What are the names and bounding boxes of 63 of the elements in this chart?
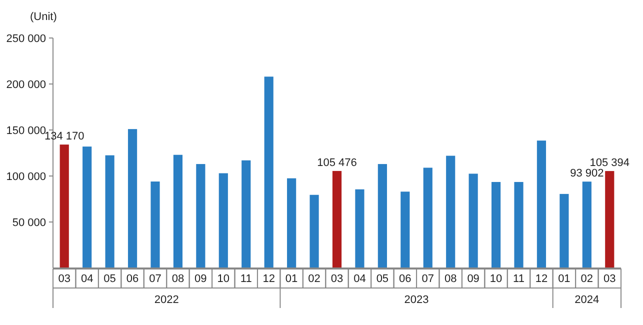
bar: [332, 170, 342, 268]
x-tick-label: 09: [194, 273, 207, 285]
x-tick-label: 06: [399, 273, 412, 285]
bar: [446, 156, 456, 268]
bar: [196, 164, 206, 268]
bar: [491, 182, 501, 268]
x-tick-label: 11: [240, 273, 252, 285]
x-tick-label: 12: [262, 273, 275, 285]
data-label: 105 476: [317, 156, 357, 169]
x-tick-label: 12: [535, 273, 548, 285]
x-tick-label: 03: [58, 273, 70, 285]
bar: [355, 189, 364, 268]
x-tick-label: 04: [354, 273, 366, 285]
x-tick-label: 09: [467, 273, 480, 285]
x-tick-label: 10: [217, 273, 230, 285]
bar: [150, 182, 160, 268]
y-tick-label: 50 000: [12, 216, 46, 229]
bar: [605, 171, 614, 268]
bar: [582, 182, 592, 268]
x-tick-label: 05: [104, 273, 116, 285]
bar: [378, 164, 387, 268]
bar: [536, 140, 546, 268]
bar: [264, 76, 274, 268]
x-tick-label: 10: [490, 273, 502, 285]
text: 2024: [574, 294, 600, 306]
y-tick-label: 100 000: [6, 170, 46, 183]
bar: [287, 178, 296, 268]
x-tick-label: 11: [513, 273, 524, 285]
bar: [560, 194, 569, 268]
x-tick-label: 07: [149, 273, 162, 285]
y-tick-label: 250 000: [6, 32, 46, 45]
x-tick-label: 04: [80, 273, 94, 285]
data-label: 105 394: [590, 157, 630, 170]
text: 2022: [154, 294, 179, 306]
bar: [468, 174, 478, 268]
x-tick-label: 08: [172, 273, 184, 285]
x-tick-label: 01: [558, 273, 570, 285]
x-tick-label: 03: [604, 273, 616, 285]
y-tick-label: 200 000: [6, 78, 46, 91]
bar: [400, 192, 410, 268]
bar: [423, 168, 432, 268]
y-tick-label: 150 000: [6, 124, 46, 137]
data-label: 93 902: [570, 168, 604, 180]
bar: [82, 146, 92, 268]
y-axis-title: (Unit): [30, 11, 57, 23]
x-tick-label: 08: [444, 273, 457, 285]
x-tick-label: 02: [308, 273, 320, 285]
x-tick-label: 03: [330, 273, 344, 285]
x-tick-label: 06: [126, 273, 139, 285]
bar: [310, 194, 319, 268]
x-tick-label: 05: [376, 273, 389, 285]
x-tick-label: 02: [580, 273, 594, 285]
bar: [242, 160, 251, 268]
x-tick-label: 07: [422, 273, 434, 285]
bar: [514, 182, 524, 268]
bar: [128, 129, 138, 268]
x-tick-label: 01: [285, 273, 298, 285]
bar: [173, 154, 183, 268]
bar: [218, 173, 228, 268]
bar: [60, 144, 69, 268]
bar: [105, 155, 114, 268]
text: 2023: [404, 294, 429, 306]
data-label: 134 170: [44, 130, 84, 143]
